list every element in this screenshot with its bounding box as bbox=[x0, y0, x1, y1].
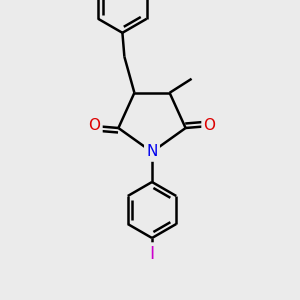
Text: O: O bbox=[88, 118, 101, 134]
Text: O: O bbox=[204, 118, 216, 134]
Text: I: I bbox=[149, 245, 154, 263]
Text: N: N bbox=[146, 145, 158, 160]
